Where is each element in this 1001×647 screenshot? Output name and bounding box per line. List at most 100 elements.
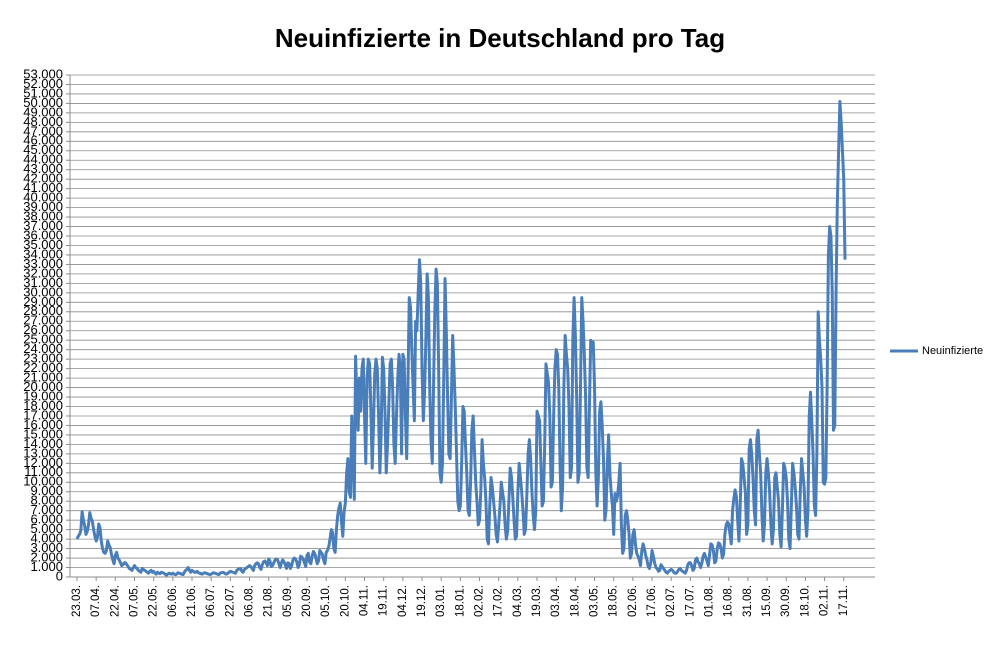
y-tick-label: 45.000	[23, 142, 63, 157]
y-tick-label: 13.000	[23, 445, 63, 460]
x-tick-label: 02.02.	[474, 585, 486, 617]
x-tick-label: 04.12.	[397, 585, 409, 617]
x-tick-label: 06.06.	[167, 585, 179, 617]
x-tick-label: 22.07.	[224, 585, 236, 617]
x-tick-label: 23.03.	[71, 585, 83, 617]
x-tick-label: 04.03.	[512, 585, 524, 617]
x-tick-label: 19.12.	[416, 585, 428, 617]
x-tick-label: 07.04.	[90, 585, 102, 617]
x-tick-label: 15.09.	[761, 585, 773, 617]
x-tick-label: 02.07.	[665, 585, 677, 617]
y-tick-label: 30.000	[23, 284, 63, 299]
x-tick-label: 01.08.	[704, 585, 716, 617]
y-tick-label: 20.000	[23, 379, 63, 394]
x-tick-label: 20.10.	[339, 585, 351, 617]
y-tick-label: 23.000	[23, 351, 63, 366]
x-tick-label: 18.10.	[799, 585, 811, 617]
y-tick-label: 17.000	[23, 407, 63, 422]
y-tick-label: 27.000	[23, 313, 63, 328]
chart-title: Neuinfizierte in Deutschland pro Tag	[275, 23, 725, 53]
x-tick-label: 17.07.	[684, 585, 696, 617]
y-tick-label: 4.000	[30, 531, 63, 546]
y-tick-label: 6.000	[30, 512, 63, 527]
y-tick-label: 0	[56, 568, 63, 583]
x-tick-label: 31.08.	[742, 585, 754, 617]
y-tick-label: 31.000	[23, 275, 63, 290]
y-tick-label: 15.000	[23, 426, 63, 441]
y-tick-label: 28.000	[23, 303, 63, 318]
y-tick-label: 21.000	[23, 370, 63, 385]
y-tick-label: 33.000	[23, 256, 63, 271]
y-tick-label: 29.000	[23, 294, 63, 309]
x-tick-label: 22.05.	[148, 585, 160, 617]
y-tick-label: 35.000	[23, 237, 63, 252]
y-tick-label: 51.000	[23, 85, 63, 100]
y-tick-label: 41.000	[23, 180, 63, 195]
x-tick-label: 21.06.	[186, 585, 198, 617]
y-tick-label: 53.000	[23, 66, 63, 81]
y-tick-label: 46.000	[23, 133, 63, 148]
y-tick-label: 12.000	[23, 455, 63, 470]
x-tick-label: 03.05.	[589, 585, 601, 617]
y-tick-label: 47.000	[23, 123, 63, 138]
y-tick-label: 7.000	[30, 502, 63, 517]
data-line	[75, 100, 847, 577]
y-tick-label: 36.000	[23, 227, 63, 242]
y-tick-label: 26.000	[23, 322, 63, 337]
y-tick-label: 43.000	[23, 161, 63, 176]
x-tick-label: 06.08.	[244, 585, 256, 617]
x-tick-label: 02.06.	[627, 585, 639, 617]
y-tick-label: 44.000	[23, 152, 63, 167]
y-tick-label: 34.000	[23, 246, 63, 261]
y-tick-label: 42.000	[23, 171, 63, 186]
x-tick-label: 17.02.	[493, 585, 505, 617]
y-tick-label: 49.000	[23, 104, 63, 119]
y-tick-label: 37.000	[23, 218, 63, 233]
y-tick-label: 22.000	[23, 360, 63, 375]
x-tick-label: 05.10.	[320, 585, 332, 617]
x-tick-label: 02.11.	[819, 585, 831, 616]
x-tick-label: 19.03.	[531, 585, 543, 617]
y-tick-label: 1.000	[30, 559, 63, 574]
y-tick-label: 11.000	[24, 464, 63, 479]
y-tick-label: 52.000	[23, 76, 63, 91]
y-tick-label: 9.000	[30, 483, 63, 498]
x-tick-label: 04.11.	[359, 585, 371, 616]
y-tick-label: 25.000	[23, 332, 63, 347]
y-tick-label: 2.000	[30, 549, 63, 564]
y-tick-label: 39.000	[23, 199, 63, 214]
x-tick-label: 17.06.	[646, 585, 658, 617]
y-tick-label: 3.000	[30, 540, 63, 555]
x-tick-label: 03.01.	[435, 585, 447, 617]
y-tick-label: 24.000	[23, 341, 63, 356]
x-tick-label: 16.08.	[723, 585, 735, 617]
y-tick-label: 40.000	[23, 190, 63, 205]
x-tick-label: 17.11.	[838, 585, 850, 616]
x-tick-label: 18.01.	[454, 585, 466, 617]
y-tick-label: 16.000	[23, 417, 63, 432]
x-tick-label: 21.08.	[263, 585, 275, 617]
x-tick-label: 05.09.	[282, 585, 294, 617]
x-tick-label: 19.11.	[378, 585, 390, 616]
y-tick-label: 5.000	[30, 521, 63, 536]
x-tick-label: 06.07.	[205, 585, 217, 617]
y-tick-label: 48.000	[23, 114, 63, 129]
x-tick-label: 20.09.	[301, 585, 313, 617]
y-tick-label: 14.000	[23, 436, 63, 451]
x-tick-label: 22.04.	[109, 585, 121, 617]
x-tick-label: 03.04.	[550, 585, 562, 617]
y-tick-label: 19.000	[23, 388, 63, 403]
x-tick-label: 18.05.	[608, 585, 620, 617]
y-tick-label: 38.000	[23, 209, 63, 224]
y-tick-label: 50.000	[23, 95, 63, 110]
y-tick-label: 8.000	[30, 493, 63, 508]
x-tick-label: 18.04.	[569, 585, 581, 617]
x-tick-label: 07.05.	[129, 585, 141, 617]
y-tick-label: 18.000	[23, 398, 63, 413]
x-tick-label: 30.09.	[780, 585, 792, 617]
y-tick-label: 10.000	[23, 474, 63, 489]
legend-label: Neuinfizierte	[922, 345, 983, 357]
y-tick-label: 32.000	[23, 265, 63, 280]
